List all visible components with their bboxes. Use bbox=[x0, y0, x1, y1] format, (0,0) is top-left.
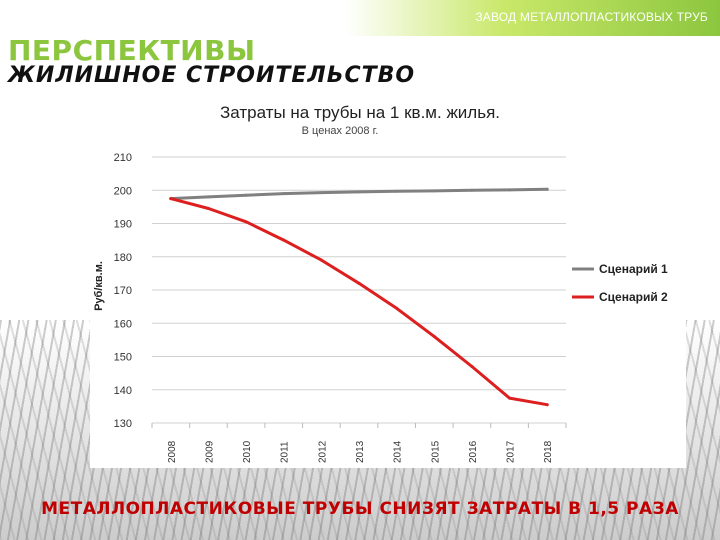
y-tick-label: 170 bbox=[114, 285, 132, 297]
data-point bbox=[545, 187, 549, 191]
data-point bbox=[470, 188, 474, 192]
series-layer bbox=[169, 187, 549, 407]
data-point bbox=[319, 191, 323, 195]
data-point bbox=[508, 396, 512, 400]
y-tick-label: 150 bbox=[114, 352, 132, 364]
data-point bbox=[470, 364, 474, 368]
y-tick-label: 130 bbox=[114, 418, 132, 430]
footer-message: МЕТАЛЛОПЛАСТИКОВЫЕ ТРУБЫ СНИЗЯТ ЗАТРАТЫ … bbox=[41, 499, 679, 519]
header-band bbox=[0, 0, 720, 36]
x-tick-label: 2010 bbox=[242, 440, 253, 463]
legend-label: Сценарий 2 bbox=[599, 290, 668, 304]
company-name: ЗАВОД МЕТАЛЛОПЛАСТИКОВЫХ ТРУБ bbox=[475, 10, 708, 24]
grid-layer bbox=[151, 156, 567, 428]
chart-legend: Сценарий 1 Сценарий 2 bbox=[572, 262, 668, 304]
data-point bbox=[432, 335, 436, 339]
data-point bbox=[244, 220, 248, 224]
chart-subtitle: В ценах 2008 г. bbox=[302, 125, 379, 137]
data-point bbox=[319, 258, 323, 262]
data-point bbox=[169, 197, 173, 201]
y-tick-label: 140 bbox=[114, 385, 132, 397]
x-tick-label: 2014 bbox=[393, 440, 404, 463]
data-point bbox=[206, 195, 210, 199]
x-tick-label: 2008 bbox=[167, 440, 178, 463]
x-tick-label: 2017 bbox=[506, 440, 517, 463]
data-point bbox=[282, 238, 286, 242]
data-point bbox=[508, 188, 512, 192]
x-tick-label: 2013 bbox=[355, 440, 366, 463]
section-title: ПЕРСПЕКТИВЫ bbox=[8, 34, 256, 67]
data-point bbox=[282, 192, 286, 196]
y-axis-label: Руб/кв.м. bbox=[93, 261, 105, 311]
x-tick-label: 2018 bbox=[543, 440, 554, 463]
x-tick-label: 2009 bbox=[204, 440, 215, 463]
data-point bbox=[545, 403, 549, 407]
data-point bbox=[395, 306, 399, 310]
page-subtitle: ЖИЛИШНОЕ СТРОИТЕЛЬСТВО bbox=[8, 63, 416, 88]
y-tick-label: 160 bbox=[114, 318, 132, 330]
legend-label: Сценарий 1 bbox=[599, 262, 668, 276]
data-point bbox=[395, 189, 399, 193]
chart-panel: Затраты на трубы на 1 кв.м. жилья. В цен… bbox=[90, 96, 686, 468]
series-line-2 bbox=[169, 197, 549, 407]
x-tick-label: 2015 bbox=[430, 440, 441, 463]
y-tick-label: 190 bbox=[114, 219, 132, 231]
data-point bbox=[357, 190, 361, 194]
data-point bbox=[432, 189, 436, 193]
x-tick-labels: 2008 2009 2010 2011 2012 2013 2014 2015 2016 2017… bbox=[167, 440, 554, 463]
chart-title: Затраты на трубы на 1 кв.м. жилья. bbox=[220, 103, 500, 122]
line-chart: Затраты на трубы на 1 кв.м. жилья. В цен… bbox=[93, 103, 668, 463]
y-tick-label: 210 bbox=[114, 152, 132, 164]
data-point bbox=[357, 281, 361, 285]
y-tick-label: 180 bbox=[114, 252, 132, 264]
x-tick-label: 2012 bbox=[317, 440, 328, 463]
x-tick-label: 2011 bbox=[280, 441, 291, 463]
y-tick-label: 200 bbox=[114, 185, 132, 197]
data-point bbox=[244, 193, 248, 197]
y-tick-labels: 130 140 150 160 170 180 190 200 210 bbox=[114, 152, 132, 430]
x-tick-label: 2016 bbox=[468, 440, 479, 463]
data-point bbox=[206, 207, 210, 211]
